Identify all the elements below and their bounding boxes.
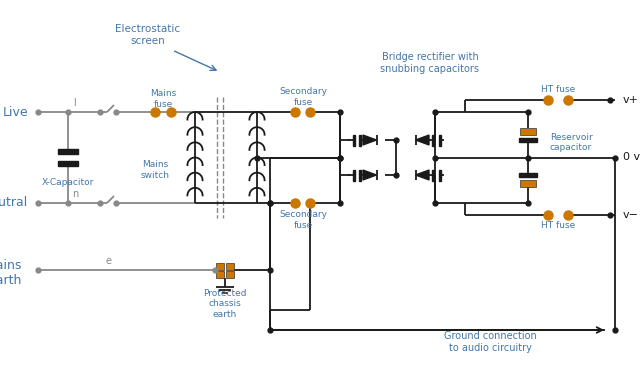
Bar xyxy=(216,271,224,278)
Bar xyxy=(353,135,355,146)
Text: v−: v− xyxy=(623,210,639,220)
Bar xyxy=(216,263,224,270)
Text: Mains
switch: Mains switch xyxy=(141,160,170,180)
Bar xyxy=(58,160,78,166)
Bar xyxy=(432,135,434,146)
Text: Reservoir
capacitor: Reservoir capacitor xyxy=(550,133,593,152)
Bar xyxy=(58,149,78,153)
Bar xyxy=(519,173,537,177)
Text: Live: Live xyxy=(3,106,28,118)
Bar xyxy=(226,271,234,278)
Text: Electrostatic
screen: Electrostatic screen xyxy=(115,24,180,46)
Text: l: l xyxy=(74,98,76,108)
Text: Mains
fuse: Mains fuse xyxy=(150,89,176,109)
Polygon shape xyxy=(363,135,376,145)
Text: Secondary
fuse: Secondary fuse xyxy=(279,210,327,230)
Text: Protected
chassis
earth: Protected chassis earth xyxy=(204,289,247,319)
Polygon shape xyxy=(415,135,429,145)
Bar xyxy=(520,127,536,134)
Text: Neutral: Neutral xyxy=(0,197,28,209)
Bar xyxy=(226,263,234,270)
Text: n: n xyxy=(72,189,78,199)
Bar xyxy=(359,135,361,146)
Text: HT fuse: HT fuse xyxy=(541,85,575,95)
Bar xyxy=(519,138,537,142)
Text: Ground connection
to audio circuitry: Ground connection to audio circuitry xyxy=(444,331,536,353)
Polygon shape xyxy=(363,170,376,180)
Bar xyxy=(439,170,441,181)
Text: Mains
earth: Mains earth xyxy=(0,259,22,287)
Text: X-Capacitor: X-Capacitor xyxy=(42,178,94,187)
Bar xyxy=(359,170,361,181)
Bar xyxy=(353,170,355,181)
Text: 0 v: 0 v xyxy=(623,152,640,163)
Text: v+: v+ xyxy=(623,95,639,105)
Text: Bridge rectifier with
snubbing capacitors: Bridge rectifier with snubbing capacitor… xyxy=(381,52,479,74)
Polygon shape xyxy=(415,170,429,180)
Text: Secondary
fuse: Secondary fuse xyxy=(279,87,327,107)
Text: e: e xyxy=(105,256,111,266)
Bar xyxy=(432,170,434,181)
Text: HT fuse: HT fuse xyxy=(541,220,575,230)
Bar xyxy=(520,180,536,187)
Bar xyxy=(439,135,441,146)
